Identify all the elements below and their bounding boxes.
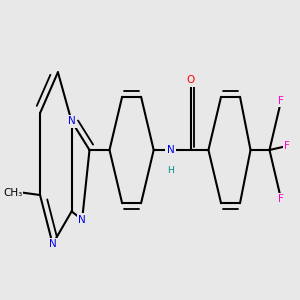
Text: N: N	[68, 116, 76, 126]
Text: F: F	[278, 194, 284, 204]
Text: O: O	[186, 75, 195, 85]
Text: N: N	[78, 214, 86, 225]
Text: CH₃: CH₃	[3, 188, 22, 198]
Text: N: N	[167, 145, 174, 155]
Text: F: F	[284, 141, 290, 151]
Text: F: F	[278, 96, 284, 106]
Text: H: H	[167, 166, 174, 175]
Text: N: N	[49, 239, 56, 249]
